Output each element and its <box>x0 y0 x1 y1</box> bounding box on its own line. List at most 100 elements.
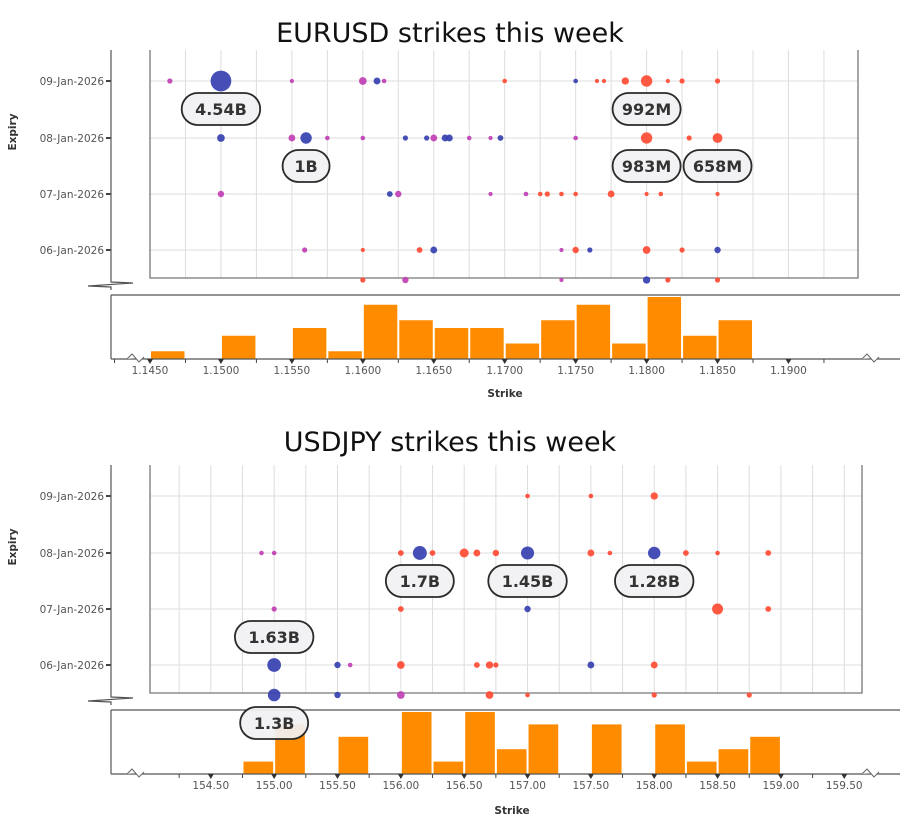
x-tick <box>572 359 579 364</box>
y-tick-label: 07-Jan-2026 <box>40 189 105 201</box>
strike-point <box>559 191 564 197</box>
strike-point <box>289 78 294 84</box>
callout-text: 4.54B <box>195 100 247 119</box>
strike-point <box>334 661 341 669</box>
x-tick <box>217 359 224 364</box>
strike-point <box>259 550 264 556</box>
x-tick-label: 159.50 <box>826 780 863 792</box>
strike-point <box>267 688 281 702</box>
chart-title: USDJPY strikes this week <box>284 427 617 458</box>
strike-point <box>430 134 438 142</box>
y-tick-label: 09-Jan-2026 <box>40 491 105 503</box>
strike-point <box>712 603 724 615</box>
notional-callout: 1.7B <box>384 564 455 598</box>
x-axis-label: Strike <box>487 388 522 400</box>
strike-point <box>271 606 277 612</box>
callout-box <box>614 564 695 598</box>
x-tick-label: 156.00 <box>382 780 419 792</box>
histogram-bar <box>470 328 504 359</box>
notional-callout: 1.3B <box>239 706 310 740</box>
x-tick-label: 1.1650 <box>415 365 452 377</box>
strike-point <box>650 661 658 669</box>
strike-point <box>640 75 653 87</box>
x-tick <box>207 774 214 779</box>
strike-point <box>271 550 277 556</box>
callout-box <box>487 564 568 598</box>
histogram-bar <box>465 712 495 774</box>
strike-point <box>217 190 225 198</box>
strike-point <box>360 277 366 283</box>
x-tick-label: 1.1800 <box>628 365 665 377</box>
strike-point <box>525 692 530 698</box>
strike-point <box>445 134 453 142</box>
x-tick <box>714 359 721 364</box>
strike-point <box>381 78 387 84</box>
plot-layer: 09-Jan-2026 08-Jan-2026 07-Jan-2026 06-Jan-… <box>40 465 900 792</box>
plot-frame <box>149 465 863 694</box>
histogram-bar <box>541 320 575 359</box>
strike-point <box>746 692 752 698</box>
notional-callout: 1B <box>281 149 331 183</box>
strike-point <box>607 550 613 556</box>
strike-point <box>485 691 494 699</box>
strike-point <box>647 546 661 560</box>
strike-point <box>429 550 436 556</box>
histogram-bar <box>576 304 611 359</box>
histogram-bar <box>221 335 256 359</box>
callout-text: 1.28B <box>628 572 680 591</box>
strike-point <box>396 691 405 699</box>
callout-box <box>384 564 455 598</box>
strike-point <box>714 246 721 254</box>
x-tick <box>288 359 295 364</box>
strike-point <box>416 247 423 253</box>
strike-point <box>650 492 658 500</box>
strike-point <box>267 658 282 672</box>
x-tick <box>777 774 784 779</box>
x-tick-label: 157.50 <box>573 780 610 792</box>
x-tick-label: 156.50 <box>446 780 483 792</box>
x-tick <box>501 359 508 364</box>
x-axis-label: Strike <box>494 805 529 817</box>
x-tick <box>397 774 404 779</box>
x-tick-label: 1.1900 <box>770 365 807 377</box>
callout-box <box>234 620 315 654</box>
histogram-bar <box>151 351 185 359</box>
x-tick <box>785 359 792 364</box>
strike-point <box>488 191 493 197</box>
strike-point <box>473 662 480 668</box>
x-tick-label: 159.00 <box>763 780 800 792</box>
strike-point <box>588 493 594 499</box>
strike-point <box>607 190 615 198</box>
strike-point <box>497 135 504 141</box>
strike-point <box>587 661 595 669</box>
x-tick <box>271 774 278 779</box>
x-tick-label: 155.00 <box>256 780 293 792</box>
strike-point <box>601 78 607 84</box>
histogram-bar <box>292 328 327 359</box>
x-tick <box>359 359 366 364</box>
chart-title: EURUSD strikes this week <box>276 18 624 49</box>
strike-point <box>642 276 651 284</box>
x-tick-label: 1.1700 <box>486 365 523 377</box>
strike-point <box>679 78 685 84</box>
y-tick-label: 06-Jan-2026 <box>40 660 105 672</box>
strike-point <box>658 191 664 197</box>
x-tick <box>643 359 650 364</box>
histogram-bar <box>647 297 682 359</box>
usdjpy-chart: 09-Jan-2026 08-Jan-2026 07-Jan-2026 06-Jan-… <box>0 415 900 830</box>
strike-point <box>640 132 653 144</box>
callout-text: 1.7B <box>400 572 441 591</box>
strike-point <box>644 191 649 197</box>
callout-box <box>611 92 682 126</box>
axis-break-marker <box>126 768 145 778</box>
strike-point <box>573 78 578 84</box>
strike-point <box>459 548 469 558</box>
y-tick-label: 08-Jan-2026 <box>40 133 105 145</box>
strike-point <box>424 135 430 141</box>
strike-point <box>715 550 720 556</box>
histogram-bar <box>683 335 717 359</box>
histogram-bar <box>686 761 717 774</box>
strike-point <box>683 550 689 556</box>
y-tick-label: 07-Jan-2026 <box>40 604 105 616</box>
strike-point <box>217 134 225 142</box>
